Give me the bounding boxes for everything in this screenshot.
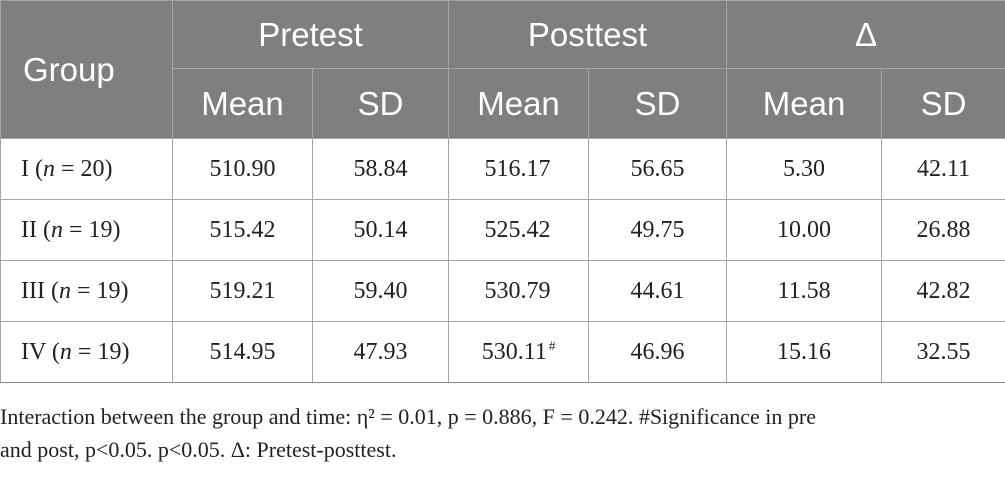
n-symbol: n xyxy=(58,277,71,304)
table-header: Group Pretest Posttest Δ Mean SD Mean SD… xyxy=(0,0,1005,139)
table-footnote: Interaction between the group and time: … xyxy=(0,400,1000,466)
pretest-mean-cell: 514.95 xyxy=(172,321,313,383)
pretest-sd-cell: 50.14 xyxy=(311,199,450,261)
posttest-mean-value: 516.17 xyxy=(484,156,551,182)
results-table: Group Pretest Posttest Δ Mean SD Mean SD… xyxy=(0,0,1005,383)
n-value: 19 xyxy=(88,216,113,243)
posttest-mean-cell: 530.79 xyxy=(448,260,590,322)
posttest-sd-header: SD xyxy=(588,68,728,139)
n-symbol: n xyxy=(50,216,63,243)
posttest-mean-value: 530.79 xyxy=(484,278,551,304)
table-row: IV (n = 19) 514.95 47.93 530.11 # 46.96 1… xyxy=(0,321,1005,383)
group-label: I xyxy=(21,155,29,182)
n-value: 19 xyxy=(96,277,121,304)
pretest-sd-header: SD xyxy=(311,68,450,139)
posttest-sd-cell: 49.75 xyxy=(588,199,728,261)
delta-sd-cell: 42.11 xyxy=(881,138,1005,200)
posttest-mean-cell: 516.17 xyxy=(448,138,590,200)
posttest-header: Posttest xyxy=(448,0,728,69)
header-row-1: Group Pretest Posttest Δ xyxy=(0,0,1005,139)
footnote-line-1: Interaction between the group and time: … xyxy=(0,404,816,429)
posttest-mean-value: 525.42 xyxy=(484,217,551,243)
table-body: I (n = 20) 510.90 58.84 516.17 56.65 5.3… xyxy=(0,138,1005,383)
group-cell: IV (n = 19) xyxy=(0,321,173,383)
delta-mean-cell: 11.58 xyxy=(726,260,883,322)
pretest-sd-cell: 58.84 xyxy=(311,138,450,200)
pretest-mean-cell: 510.90 xyxy=(172,138,313,200)
delta-sd-cell: 26.88 xyxy=(881,199,1005,261)
header-row-2: Mean SD Mean SD Mean SD xyxy=(1,68,1005,139)
posttest-mean-cell: 525.42 xyxy=(448,199,590,261)
delta-sd-cell: 42.82 xyxy=(881,260,1005,322)
pretest-mean-cell: 515.42 xyxy=(172,199,313,261)
pretest-header: Pretest xyxy=(171,0,450,69)
posttest-mean-header: Mean xyxy=(448,68,590,139)
delta-sd-cell: 32.55 xyxy=(881,321,1005,383)
group-cell: III (n = 19) xyxy=(0,260,173,322)
n-value: 20 xyxy=(80,155,105,182)
significance-mark: # xyxy=(548,338,556,353)
table-row: III (n = 19) 519.21 59.40 530.79 44.61 1… xyxy=(0,260,1005,322)
group-header: Group xyxy=(0,0,173,139)
pretest-sd-cell: 47.93 xyxy=(311,321,450,383)
n-value: 19 xyxy=(97,338,122,365)
pretest-sd-cell: 59.40 xyxy=(311,260,450,322)
posttest-mean-cell: 530.11 # xyxy=(448,321,590,383)
group-label: III xyxy=(21,277,45,304)
posttest-sd-cell: 56.65 xyxy=(588,138,728,200)
table-row: II (n = 19) 515.42 50.14 525.42 49.75 10… xyxy=(0,199,1005,261)
posttest-sd-cell: 46.96 xyxy=(588,321,728,383)
group-label: II xyxy=(21,216,37,243)
delta-mean-cell: 15.16 xyxy=(726,321,883,383)
footnote-line-2: and post, p<0.05. p<0.05. Δ: Pretest-pos… xyxy=(0,437,397,462)
delta-mean-cell: 10.00 xyxy=(726,199,883,261)
posttest-sd-cell: 44.61 xyxy=(588,260,728,322)
delta-mean-cell: 5.30 xyxy=(726,138,883,200)
delta-header: Δ xyxy=(726,0,1005,69)
n-symbol: n xyxy=(59,338,72,365)
group-cell: II (n = 19) xyxy=(0,199,173,261)
posttest-mean-value: 530.11 xyxy=(481,339,547,365)
n-symbol: n xyxy=(43,155,55,182)
delta-sd-header: SD xyxy=(881,68,1005,139)
delta-mean-header: Mean xyxy=(726,68,883,139)
group-cell: I (n = 20) xyxy=(0,138,173,200)
group-label: IV xyxy=(21,338,46,365)
pretest-mean-header: Mean xyxy=(172,68,313,139)
table-row: I (n = 20) 510.90 58.84 516.17 56.65 5.3… xyxy=(0,138,1005,200)
pretest-mean-cell: 519.21 xyxy=(172,260,313,322)
